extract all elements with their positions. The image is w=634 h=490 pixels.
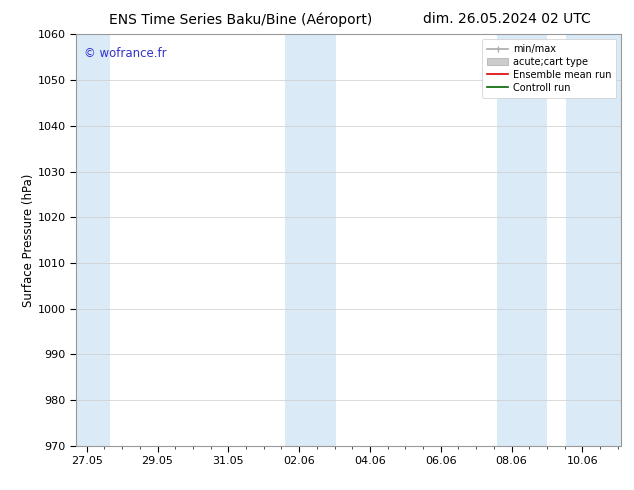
Bar [285, 34, 336, 446]
Y-axis label: Surface Pressure (hPa): Surface Pressure (hPa) [22, 173, 35, 307]
Text: ENS Time Series Baku/Bine (Aéroport): ENS Time Series Baku/Bine (Aéroport) [109, 12, 373, 27]
Legend: min/max, acute;cart type, Ensemble mean run, Controll run: min/max, acute;cart type, Ensemble mean … [482, 39, 616, 98]
Bar [566, 34, 621, 446]
Bar [498, 34, 547, 446]
Text: dim. 26.05.2024 02 UTC: dim. 26.05.2024 02 UTC [424, 12, 591, 26]
Text: © wofrance.fr: © wofrance.fr [84, 47, 167, 60]
Bar [76, 34, 110, 446]
